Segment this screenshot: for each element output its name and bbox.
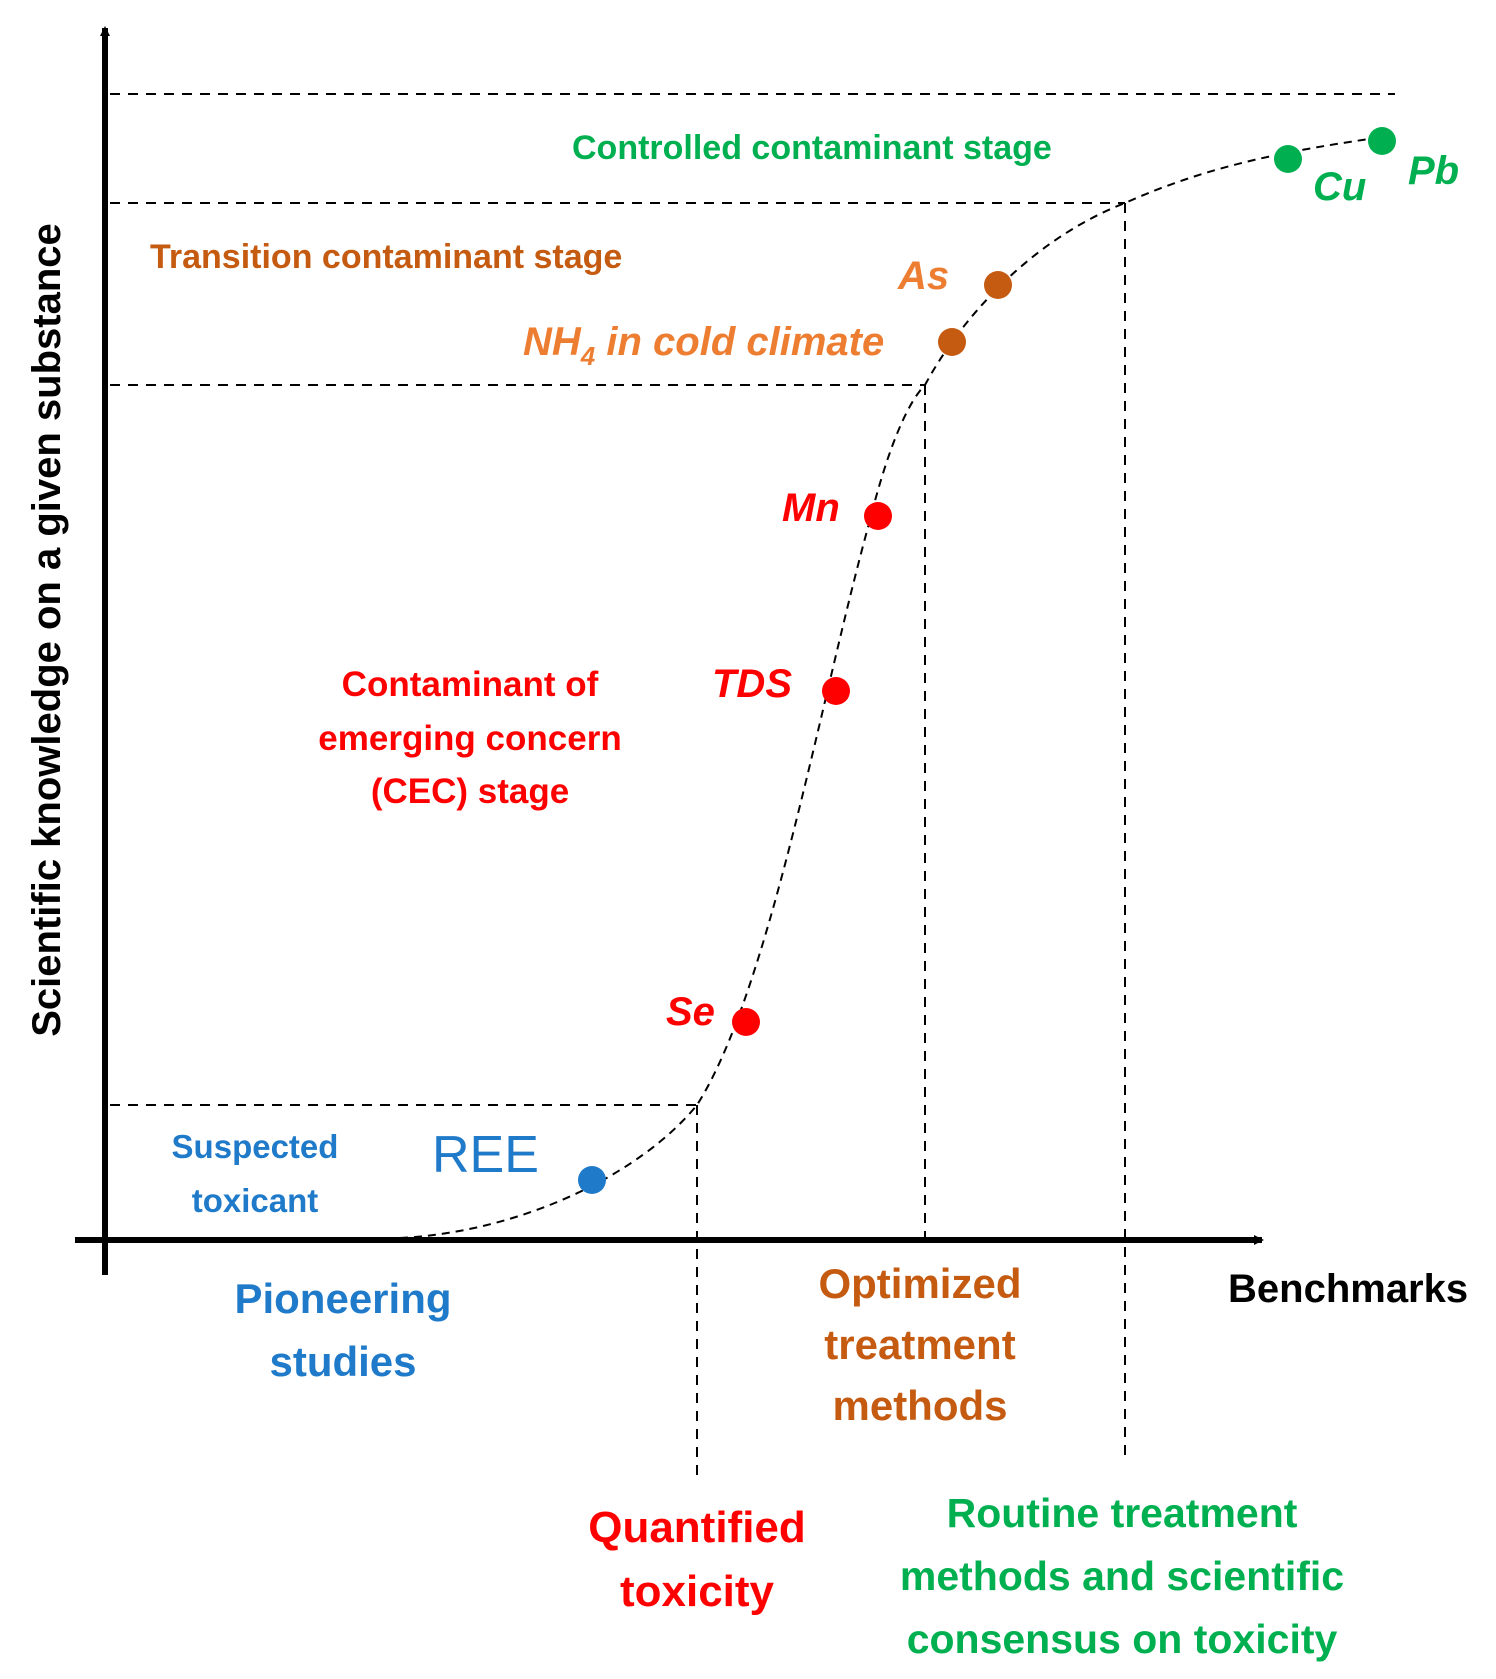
cec-stage-label: Contaminant of emerging concern (CEC) st… <box>318 665 621 811</box>
cec-stage-label-line3: (CEC) stage <box>371 772 569 811</box>
quantified-toxicity-line1: Quantified <box>588 1503 806 1552</box>
routine-treatment-line3: consensus on toxicity <box>907 1616 1338 1662</box>
routine-treatment-line2: methods and scientific <box>900 1553 1344 1599</box>
y-axis-label: Scientific knowledge on a given substanc… <box>25 223 69 1037</box>
as-label: As <box>897 254 949 298</box>
ree-label: REE <box>432 1126 539 1184</box>
optimized-treatment-line1: Optimized <box>818 1260 1021 1307</box>
cu-point <box>1274 145 1302 173</box>
se-point <box>732 1008 760 1036</box>
routine-treatment-line1: Routine treatment <box>947 1490 1298 1536</box>
controlled-stage-label: Controlled contaminant stage <box>572 129 1052 167</box>
suspected-stage-label-line1: Suspected <box>172 1128 339 1165</box>
pioneering-studies-label: Pioneering studies <box>234 1275 451 1385</box>
x-axis-label: Benchmarks <box>1228 1267 1468 1311</box>
tds-point <box>822 677 850 705</box>
cu-label: Cu <box>1313 165 1366 209</box>
pioneering-studies-line1: Pioneering <box>234 1275 451 1322</box>
tds-label: TDS <box>712 662 792 706</box>
transition-stage-label: Transition contaminant stage <box>150 238 622 276</box>
ree-point <box>578 1166 606 1194</box>
nh4-label: NH4 in cold climate <box>523 320 884 371</box>
pb-point <box>1368 127 1396 155</box>
cec-stage-label-line1: Contaminant of <box>342 665 599 704</box>
as-point <box>984 271 1012 299</box>
suspected-stage-label: Suspected toxicant <box>172 1128 339 1219</box>
mn-point <box>864 502 892 530</box>
quantified-toxicity-label: Quantified toxicity <box>588 1503 806 1616</box>
se-label: Se <box>666 990 715 1034</box>
mn-label: Mn <box>782 486 840 530</box>
nh4-label-main: NH <box>523 320 582 364</box>
optimized-treatment-line2: treatment <box>824 1321 1015 1368</box>
cec-stage-label-line2: emerging concern <box>318 719 621 758</box>
optimized-treatment-line3: methods <box>832 1382 1007 1429</box>
pioneering-studies-line2: studies <box>269 1338 416 1385</box>
nh4-label-subscript: 4 <box>580 341 596 371</box>
routine-treatment-label: Routine treatment methods and scientific… <box>900 1490 1344 1662</box>
suspected-stage-label-line2: toxicant <box>192 1182 319 1219</box>
nh4-point <box>938 328 966 356</box>
optimized-treatment-label: Optimized treatment methods <box>818 1260 1021 1429</box>
pb-label: Pb <box>1408 149 1459 193</box>
knowledge-curve <box>399 135 1391 1239</box>
nh4-label-rest: in cold climate <box>595 320 884 364</box>
quantified-toxicity-line2: toxicity <box>620 1567 775 1616</box>
